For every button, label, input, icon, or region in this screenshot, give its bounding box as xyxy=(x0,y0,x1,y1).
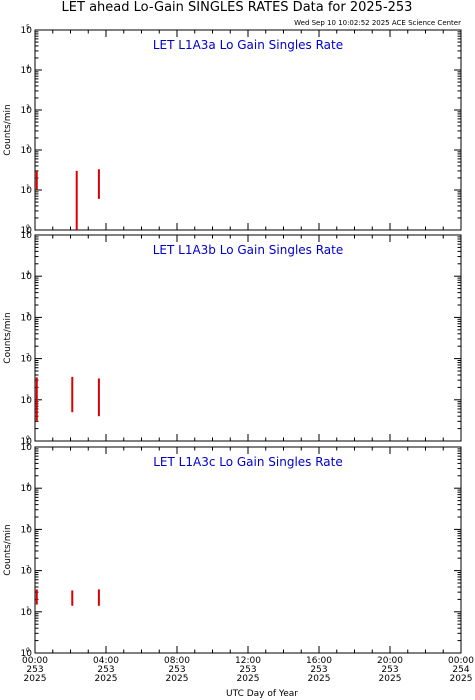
panel-title: LET L1A3b Lo Gain Singles Rate xyxy=(153,243,344,257)
y-tick-label: 10 xyxy=(21,608,33,618)
y-tick-exponent: 4 xyxy=(26,64,30,71)
x-tick-label: 00:00 xyxy=(22,656,48,666)
x-tick-label: 253 xyxy=(26,665,43,675)
y-tick-exponent: 1 xyxy=(26,394,30,401)
y-tick-exponent: 0 xyxy=(26,435,30,442)
generation-timestamp: Wed Sep 10 10:02:52 2025 ACE Science Cen… xyxy=(294,19,461,27)
y-tick-label: 10 xyxy=(21,396,33,406)
y-tick-exponent: 2 xyxy=(26,565,30,572)
y-tick-label: 10 xyxy=(21,355,33,365)
y-tick-exponent: 0 xyxy=(26,647,30,654)
y-tick-label: 10 xyxy=(21,186,33,196)
x-tick-label: 253 xyxy=(239,665,256,675)
x-tick-label: 253 xyxy=(97,665,114,675)
x-tick-label: 2025 xyxy=(237,674,260,684)
x-axis-title: UTC Day of Year xyxy=(226,689,298,699)
y-axis-title: Counts/min xyxy=(3,312,13,363)
y-tick-exponent: 2 xyxy=(26,353,30,360)
x-tick-label: 12:00 xyxy=(235,656,261,666)
x-tick-label: 2025 xyxy=(95,674,118,684)
x-tick-label: 2025 xyxy=(379,674,402,684)
y-tick-label: 10 xyxy=(21,649,33,659)
x-tick-label: 20:00 xyxy=(377,656,403,666)
x-tick-label: 2025 xyxy=(450,674,473,684)
y-tick-exponent: 3 xyxy=(26,104,30,111)
y-tick-exponent: 3 xyxy=(26,311,30,318)
x-tick-label: 08:00 xyxy=(164,656,190,666)
y-tick-label: 10 xyxy=(21,226,33,236)
x-tick-label: 254 xyxy=(452,665,469,675)
x-tick-label: 253 xyxy=(381,665,398,675)
panel-title: LET L1A3a Lo Gain Singles Rate xyxy=(153,38,343,52)
plot-frame xyxy=(34,446,462,654)
x-tick-label: 253 xyxy=(310,665,327,675)
x-tick-label: 2025 xyxy=(166,674,189,684)
y-tick-label: 10 xyxy=(21,26,33,36)
y-tick-exponent: 2 xyxy=(26,144,30,151)
x-axis-labels: 00:00253202504:00253202508:00253202512:0… xyxy=(22,656,474,684)
plot-frame xyxy=(34,29,462,231)
y-tick-label: 10 xyxy=(21,313,33,323)
x-tick-label: 04:00 xyxy=(93,656,119,666)
y-tick-exponent: 5 xyxy=(26,441,30,448)
x-tick-label: 2025 xyxy=(308,674,331,684)
y-tick-exponent: 3 xyxy=(26,523,30,530)
x-tick-label: 2025 xyxy=(24,674,47,684)
y-tick-label: 10 xyxy=(21,106,33,116)
y-tick-label: 10 xyxy=(21,437,33,447)
y-tick-label: 10 xyxy=(21,272,33,282)
y-tick-label: 10 xyxy=(21,146,33,156)
y-tick-exponent: 5 xyxy=(26,24,30,31)
x-tick-label: 253 xyxy=(168,665,185,675)
y-tick-exponent: 1 xyxy=(26,184,30,191)
y-tick-exponent: 4 xyxy=(26,270,30,277)
y-axis-title: Counts/min xyxy=(3,104,13,155)
y-tick-exponent: 0 xyxy=(26,224,30,231)
x-tick-label: 16:00 xyxy=(306,656,332,666)
y-tick-label: 10 xyxy=(21,443,33,453)
panel-title: LET L1A3c Lo Gain Singles Rate xyxy=(153,455,343,469)
y-tick-exponent: 5 xyxy=(26,229,30,236)
y-tick-label: 10 xyxy=(21,231,33,241)
y-tick-label: 10 xyxy=(21,567,33,577)
y-tick-exponent: 1 xyxy=(26,606,30,613)
y-tick-label: 10 xyxy=(21,484,33,494)
figure-title: LET ahead Lo-Gain SINGLES RATES Data for… xyxy=(62,0,413,15)
y-tick-exponent: 4 xyxy=(26,482,30,489)
y-axis-title: Counts/min xyxy=(3,524,13,575)
y-tick-label: 10 xyxy=(21,66,33,76)
x-tick-label: 00:00 xyxy=(448,656,474,666)
y-tick-label: 10 xyxy=(21,525,33,535)
